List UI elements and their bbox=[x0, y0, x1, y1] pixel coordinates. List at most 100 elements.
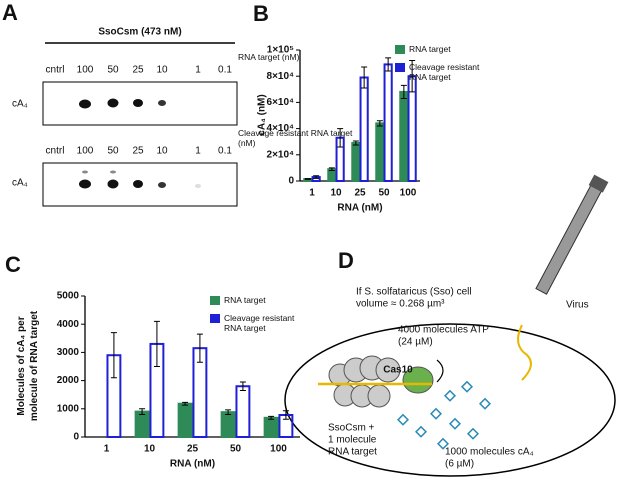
panel-label: C bbox=[5, 252, 21, 277]
ca4-icons bbox=[396, 380, 492, 450]
lane-label: 0.1 bbox=[218, 146, 232, 157]
atp-label: 4000 molecules ATP bbox=[398, 325, 489, 336]
x-tick-label: 25 bbox=[354, 188, 366, 199]
y-tick-label: 6×10⁴ bbox=[267, 97, 295, 108]
y-tick-label: 8×10⁴ bbox=[267, 71, 295, 82]
error-bar bbox=[239, 381, 246, 391]
x-tick-label: 1 bbox=[309, 188, 315, 199]
x-tick-label: 50 bbox=[378, 188, 390, 199]
x-tick-label: 100 bbox=[270, 444, 287, 455]
legend-label: Cleavage resistant RNA target bbox=[224, 313, 295, 333]
y-axis-label: cA₄ (nM) bbox=[257, 94, 268, 135]
bar bbox=[134, 410, 150, 438]
csm-label: SsoCsm + bbox=[328, 423, 375, 434]
y-tick-label: 1×10⁵ bbox=[267, 45, 295, 56]
lane-label: 1 bbox=[195, 146, 201, 157]
ca4-label: (6 µM) bbox=[445, 459, 474, 470]
error-bar bbox=[282, 410, 289, 420]
lane-label: cntrl bbox=[46, 146, 65, 157]
bar bbox=[351, 142, 361, 182]
band-label: cA₄ bbox=[12, 178, 28, 189]
cell-note: volume ≈ 0.268 µm³ bbox=[356, 299, 445, 310]
error-bar bbox=[196, 333, 203, 363]
virus-icon bbox=[535, 174, 609, 295]
error-bar bbox=[352, 140, 359, 146]
error-bar bbox=[313, 175, 320, 179]
error-bar bbox=[110, 332, 117, 379]
gel-bands bbox=[79, 98, 201, 189]
lane-label: 50 bbox=[107, 65, 119, 76]
error-bar bbox=[361, 66, 368, 89]
x-tick-label: 50 bbox=[230, 444, 242, 455]
band-label: cA₄ bbox=[12, 99, 28, 110]
panel-label: A bbox=[2, 0, 18, 25]
atp-label: (24 µM) bbox=[398, 337, 433, 348]
y-tick-label: 2000 bbox=[57, 375, 80, 386]
bar bbox=[235, 385, 251, 438]
bar bbox=[359, 76, 369, 182]
error-bar bbox=[304, 178, 311, 180]
gel-title-box: RNA target (nM) bbox=[238, 52, 300, 62]
cas10-label: Cas10 bbox=[383, 365, 413, 376]
lane-label: 100 bbox=[77, 146, 94, 157]
y-axis-label: molecule of RNA target bbox=[29, 310, 40, 421]
x-tick-label: 100 bbox=[400, 188, 417, 199]
y-tick-label: 4×10⁴ bbox=[267, 123, 295, 134]
y-axis-label: Molecules of cA₄ per bbox=[16, 316, 27, 415]
error-bar bbox=[385, 57, 392, 72]
legend-swatch bbox=[210, 314, 220, 323]
panel-label: D bbox=[338, 248, 354, 273]
error-bar bbox=[376, 120, 383, 127]
error-bar bbox=[182, 401, 189, 406]
bar bbox=[375, 122, 385, 182]
lane-label: 100 bbox=[77, 65, 94, 76]
y-tick-label: 0 bbox=[288, 176, 294, 187]
x-tick-label: 10 bbox=[144, 444, 156, 455]
y-tick-label: 4000 bbox=[57, 319, 80, 330]
lane-label: cntrl bbox=[46, 65, 65, 76]
error-bar bbox=[225, 409, 232, 415]
legend-swatch bbox=[395, 63, 405, 72]
error-bar bbox=[268, 415, 275, 420]
legend-swatch bbox=[210, 296, 220, 305]
gel-title: RNA target (nM) bbox=[238, 52, 300, 62]
enzyme-label: SsoCsm (473 nM) bbox=[98, 27, 181, 38]
error-bar bbox=[153, 320, 160, 367]
error-bar bbox=[328, 167, 335, 172]
lane-label: 25 bbox=[132, 146, 144, 157]
error-bar bbox=[139, 408, 146, 415]
legend-label-box: Cleavage resistant RNA target bbox=[409, 62, 479, 82]
bar bbox=[220, 411, 236, 438]
lane-label: 50 bbox=[107, 146, 119, 157]
arrow bbox=[436, 359, 444, 383]
gel-title-box: Cleavage resistant RNA target (nM) bbox=[238, 128, 352, 148]
lane-label: 25 bbox=[132, 65, 144, 76]
x-axis-label: RNA (nM) bbox=[337, 203, 382, 214]
y-tick-label: 2×10⁴ bbox=[267, 149, 295, 160]
x-tick-label: 1 bbox=[104, 444, 110, 455]
error-bar bbox=[409, 59, 416, 93]
viral-rna bbox=[517, 324, 532, 381]
lane-label: 1 bbox=[195, 65, 201, 76]
legend-label-box: RNA target bbox=[409, 44, 451, 54]
lane-label: 0.1 bbox=[218, 65, 232, 76]
bar bbox=[263, 416, 279, 439]
virus-label: Virus bbox=[566, 300, 589, 311]
x-tick-label: 25 bbox=[187, 444, 199, 455]
x-tick-label: 10 bbox=[330, 188, 342, 199]
y-tick-label: 5000 bbox=[57, 291, 80, 302]
panel-label: B bbox=[253, 1, 269, 26]
cell-note: If S. solfataricus (Sso) cell bbox=[356, 287, 472, 298]
bar bbox=[399, 90, 409, 182]
csm-label: RNA target bbox=[328, 447, 377, 458]
csm-complex bbox=[328, 355, 434, 408]
legend-label: RNA target bbox=[224, 295, 266, 305]
y-tick-label: 0 bbox=[73, 432, 79, 443]
error-bar bbox=[400, 84, 407, 99]
x-axis-label: RNA (nM) bbox=[170, 459, 215, 470]
legend-label-box: RNA target bbox=[224, 295, 266, 305]
lane-label: 10 bbox=[156, 65, 168, 76]
ca4-label: 1000 molecules cA₄ bbox=[445, 447, 534, 458]
legend-label-box: Cleavage resistant RNA target bbox=[224, 313, 295, 333]
legend-label: RNA target bbox=[409, 44, 451, 54]
